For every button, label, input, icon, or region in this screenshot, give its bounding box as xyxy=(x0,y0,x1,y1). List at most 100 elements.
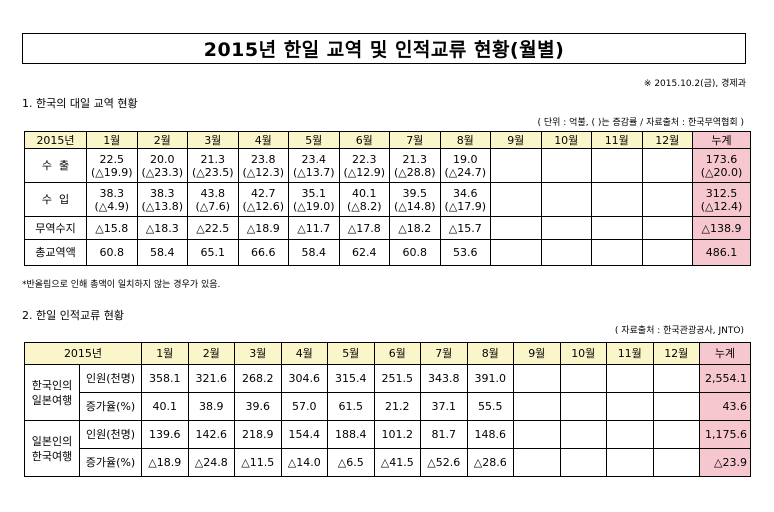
cell-value: 173.6 xyxy=(705,152,738,166)
total-cell: 173.6 (△20.0) xyxy=(692,148,751,183)
cell-change: (△12.6) xyxy=(242,199,285,213)
cell-value: 21.3 xyxy=(402,152,428,166)
cell-change: (△17.9) xyxy=(444,199,487,213)
data-cell xyxy=(591,216,643,240)
data-cell xyxy=(652,448,700,477)
header-month: 9월 xyxy=(490,131,542,149)
table-row: 총교역액 60.8 58.4 65.1 66.6 58.4 62.4 60.8 53.6 486.… xyxy=(24,239,751,266)
data-cell: 37.1 xyxy=(420,392,468,421)
data-cell xyxy=(559,420,607,449)
row-label: 수 출 xyxy=(24,148,87,183)
data-cell: 321.6 xyxy=(187,364,235,393)
data-cell xyxy=(606,448,654,477)
data-cell xyxy=(606,364,654,393)
data-cell xyxy=(641,216,693,240)
data-cell: △15.7 xyxy=(439,216,491,240)
data-cell: 391.0 xyxy=(466,364,514,393)
data-cell xyxy=(490,148,542,183)
cell-change: (△13.7) xyxy=(292,165,335,179)
data-cell: 101.2 xyxy=(373,420,421,449)
data-cell: 21.2 xyxy=(373,392,421,421)
data-cell xyxy=(652,420,700,449)
row-label: 무역수지 xyxy=(24,216,87,240)
data-cell xyxy=(559,392,607,421)
data-cell: 65.1 xyxy=(187,239,239,266)
exchange-table: 2015년 1월 2월 3월 4월 5월 6월 7월 8월 9월 10월 11월 12월 누계 한국인의 … xyxy=(24,342,751,477)
data-cell: 53.6 xyxy=(439,239,491,266)
header-month: 12월 xyxy=(652,342,700,365)
cell-value: 23.4 xyxy=(301,152,327,166)
header-month: 2월 xyxy=(136,131,188,149)
header-month: 5월 xyxy=(288,131,340,149)
cell-change: (△12.4) xyxy=(700,199,743,213)
data-cell: 19.0 (△24.7) xyxy=(439,148,491,183)
table-row: 증가율(%) 40.1 38.9 39.6 57.0 61.5 21.2 37.1 55.5 43… xyxy=(25,392,751,421)
data-cell: 21.3 (△23.5) xyxy=(187,148,239,183)
header-total: 누계 xyxy=(692,131,751,149)
cell-value: 39.5 xyxy=(402,186,428,200)
data-cell xyxy=(513,392,561,421)
data-cell xyxy=(540,216,592,240)
data-cell: 22.5 (△19.9) xyxy=(86,148,138,183)
header-month: 3월 xyxy=(187,131,239,149)
cell-value: 312.5 xyxy=(705,186,738,200)
data-cell: 81.7 xyxy=(420,420,468,449)
data-cell xyxy=(641,239,693,266)
data-cell: 20.0 (△23.3) xyxy=(136,148,188,183)
data-cell xyxy=(559,364,607,393)
table-row: 수 입 38.3 (△4.9) 38.3 (△13.8) 43.8 (△7.6) 42.7 (△… xyxy=(24,182,751,217)
cell-change: (△23.3) xyxy=(141,165,184,179)
header-year: 2015년 xyxy=(24,131,87,149)
total-cell: 486.1 xyxy=(692,239,751,266)
data-cell: 358.1 xyxy=(141,364,189,393)
data-cell: 39.5 (△14.8) xyxy=(389,182,441,217)
header-month: 10월 xyxy=(559,342,607,365)
data-cell: 60.8 xyxy=(389,239,441,266)
table-row: 일본인의 한국여행 인원(천명) 139.6 142.6 218.9 154.4 188.4… xyxy=(24,420,751,477)
data-cell: △11.5 xyxy=(234,448,282,477)
data-cell: △6.5 xyxy=(327,448,375,477)
header-month: 4월 xyxy=(237,131,289,149)
data-cell xyxy=(652,364,700,393)
sub-label: 인원(천명) xyxy=(79,364,142,393)
cell-value: 22.5 xyxy=(99,152,125,166)
data-cell xyxy=(591,182,643,217)
data-cell xyxy=(559,448,607,477)
header-month: 8월 xyxy=(466,342,514,365)
cell-change: (△14.8) xyxy=(393,199,436,213)
data-cell: 23.4 (△13.7) xyxy=(288,148,340,183)
data-cell: 42.7 (△12.6) xyxy=(237,182,289,217)
data-cell: △18.3 xyxy=(136,216,188,240)
data-cell: △14.0 xyxy=(280,448,328,477)
data-cell: 34.6 (△17.9) xyxy=(439,182,491,217)
row-label: 총교역액 xyxy=(24,239,87,266)
row-label: 수 입 xyxy=(24,182,87,217)
data-cell xyxy=(540,182,592,217)
cell-change: (△4.9) xyxy=(94,199,130,213)
total-cell: 43.6 xyxy=(699,392,751,421)
header-month: 5월 xyxy=(327,342,375,365)
cell-value: 20.0 xyxy=(150,152,175,166)
data-cell: △41.5 xyxy=(373,448,421,477)
header-year: 2015년 xyxy=(24,342,142,365)
data-cell: 21.3 (△28.8) xyxy=(389,148,441,183)
data-cell: 35.1 (△19.0) xyxy=(288,182,340,217)
section2-source: ( 자료출처 : 한국관광공사, JNTO) xyxy=(614,326,744,336)
data-cell: △52.6 xyxy=(420,448,468,477)
header-month: 9월 xyxy=(513,342,561,365)
data-cell: 38.3 (△4.9) xyxy=(86,182,138,217)
page-title: 2015년 한일 교역 및 인적교류 현황(월별) xyxy=(22,33,746,64)
data-cell: 57.0 xyxy=(280,392,328,421)
data-cell: 139.6 xyxy=(141,420,189,449)
header-month: 12월 xyxy=(641,131,693,149)
data-cell xyxy=(606,392,654,421)
cell-value: 43.8 xyxy=(200,186,226,200)
data-cell: 218.9 xyxy=(234,420,282,449)
table-row: 수 출 22.5 (△19.9) 20.0 (△23.3) 21.3 (△23.5) 23.8… xyxy=(24,148,751,183)
data-cell: △15.8 xyxy=(86,216,138,240)
data-cell: 148.6 xyxy=(466,420,514,449)
cell-change: (△8.2) xyxy=(346,199,382,213)
data-cell xyxy=(606,420,654,449)
data-cell xyxy=(540,239,592,266)
data-cell: 58.4 xyxy=(288,239,340,266)
